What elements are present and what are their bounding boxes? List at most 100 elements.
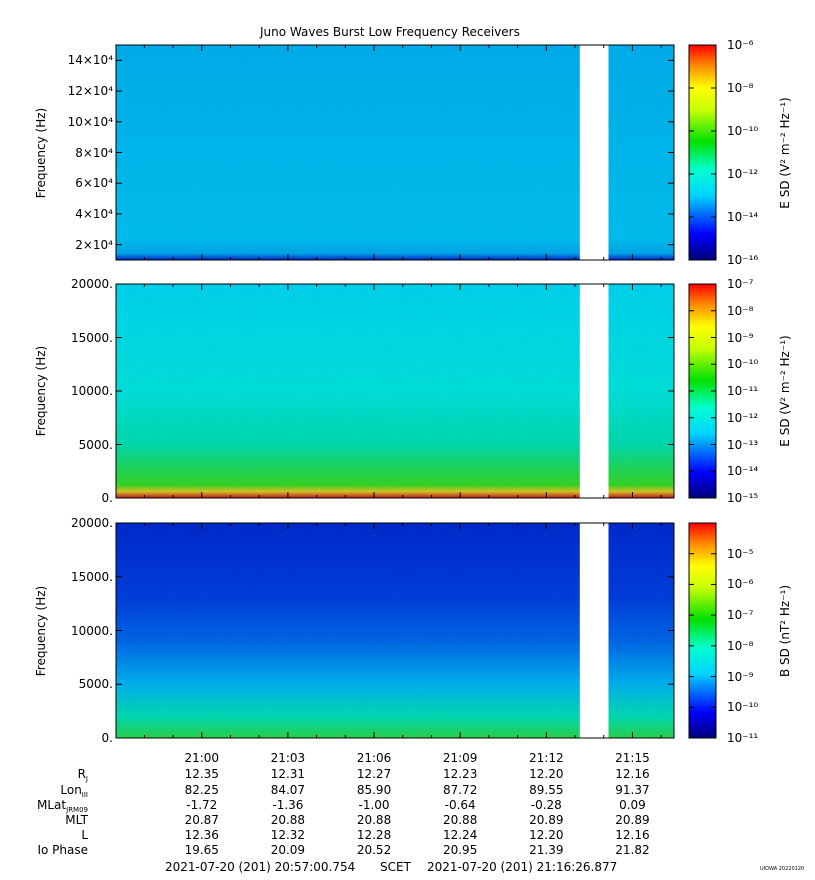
colorbar-tick-label-bottom: 10⁻⁸: [727, 638, 754, 653]
ephemeris-value: -0.28: [530, 798, 562, 812]
y-tick-label-middle: 5000.: [78, 437, 113, 452]
y-tick-label-bottom: 10000.: [71, 623, 113, 638]
data-gap-top: [579, 45, 609, 260]
y-tick-label-bottom: 20000.: [71, 516, 113, 530]
colorbar-tick-label-middle: 10⁻⁸: [727, 303, 754, 318]
ephemeris-value: 21.39: [529, 843, 564, 857]
x-tick-label: 21:00: [184, 751, 220, 765]
chart-title: Juno Waves Burst Low Frequency Receivers: [260, 25, 520, 39]
colorbar-tick-label-bottom: 10⁻⁷: [727, 608, 754, 623]
x-tick-label: 21:12: [529, 751, 564, 765]
ephemeris-value: 12.36: [184, 828, 219, 842]
footer-stamp: UIOWA 20220120: [760, 866, 805, 872]
ephemeris-value: 20.89: [529, 813, 564, 827]
y-tick-label-top: 8×10⁴: [75, 145, 113, 160]
ephemeris-value: 12.20: [529, 828, 564, 842]
ephemeris-value: 12.16: [615, 767, 650, 781]
ephemeris-value: 85.90: [356, 783, 392, 797]
colorbar-tick-label-middle: 10⁻¹⁵: [727, 491, 759, 505]
colorbar-tick-label-bottom: 10⁻⁶: [727, 577, 754, 592]
y-tick-label-middle: 15000.: [71, 330, 113, 345]
y-tick-label-top: 10×10⁴: [67, 114, 113, 129]
colorbar-top: [689, 45, 716, 260]
y-tick-label-top: 4×10⁴: [75, 206, 113, 221]
colorbar-tick-label-top: 10⁻⁸: [727, 81, 754, 95]
colorbar-tick-label-top: 10⁻⁶: [727, 38, 754, 52]
y-tick-label-middle: 10000.: [71, 384, 113, 398]
x-tick-label: 21:09: [442, 751, 478, 765]
ephemeris-label-mlt: MLT: [65, 813, 88, 827]
ephemeris-value: 12.23: [442, 767, 478, 781]
ephemeris-value: 12.24: [442, 828, 478, 842]
ephemeris-value: 91.37: [615, 783, 650, 797]
ephemeris-value: 19.65: [184, 843, 219, 857]
colorbar-label-middle: E SD (V² m⁻² Hz⁻¹): [778, 335, 792, 447]
ephemeris-value: 12.16: [615, 828, 650, 842]
ephemeris-value: 21.82: [615, 843, 650, 857]
ephemeris-value: -1.36: [272, 798, 304, 812]
ephemeris-label-mlat: MLatJRM09: [37, 798, 88, 814]
ephemeris-value: -1.00: [358, 798, 390, 812]
colorbar-frame-bottom: [688, 522, 717, 739]
ephemeris-value: 89.55: [529, 783, 564, 797]
colorbar-tick-label-top: 10⁻¹⁴: [727, 210, 759, 224]
y-tick-label-top: 2×10⁴: [75, 237, 113, 252]
ephemeris-value: -1.72: [186, 798, 218, 812]
colorbar-tick-label-bottom: 10⁻¹⁰: [727, 700, 759, 715]
colorbar-tick-label-top: 10⁻¹²: [727, 167, 759, 181]
y-tick-label-top: 12×10⁴: [67, 84, 113, 99]
ephemeris-value: 20.89: [615, 813, 650, 827]
y-axis-label-middle: Frequency (Hz): [34, 345, 48, 437]
ephemeris-value: 12.32: [270, 828, 306, 842]
colorbar-tick-label-middle: 10⁻¹⁴: [727, 464, 759, 479]
colorbar-tick-label-middle: 10⁻¹³: [727, 437, 759, 452]
ephemeris-label-rj: RJ: [77, 767, 88, 783]
footer-start-time: 2021-07-20 (201) 20:57:00.754: [165, 860, 356, 874]
ephemeris-label-l: L: [81, 828, 88, 842]
footer-scet: SCET: [380, 860, 411, 874]
y-tick-label-bottom: 0.: [101, 731, 113, 745]
colorbar-tick-label-middle: 10⁻¹⁰: [727, 357, 759, 372]
colorbar-tick-label-middle: 10⁻⁹: [727, 330, 754, 345]
colorbar-label-bottom: B SD (nT² Hz⁻¹): [778, 584, 792, 677]
colorbar-tick-label-middle: 10⁻¹²: [727, 410, 759, 425]
footer-end-time: 2021-07-20 (201) 21:16:26.877: [427, 860, 618, 874]
colorbar-tick-label-top: 10⁻¹⁰: [727, 124, 759, 138]
colorbar-bottom: [689, 523, 716, 738]
y-axis-label-bottom: Frequency (Hz): [34, 585, 48, 676]
x-tick-label: 21:03: [270, 751, 306, 765]
y-axis-label-top: Frequency (Hz): [34, 107, 48, 198]
colorbar-frame-top: [688, 44, 717, 261]
colorbar-tick-label-middle: 10⁻⁷: [727, 277, 754, 291]
colorbar-tick-label-bottom: 10⁻⁵: [727, 546, 754, 561]
ephemeris-value: 20.52: [356, 843, 392, 857]
ephemeris-value: 87.72: [442, 783, 478, 797]
ephemeris-value: 82.25: [184, 783, 219, 797]
ephemeris-value: 12.31: [270, 767, 306, 781]
ephemeris-label-io: Io Phase: [37, 843, 88, 857]
colorbar-tick-label-top: 10⁻¹⁶: [727, 253, 759, 267]
ephemeris-value: 20.09: [270, 843, 306, 857]
colorbar-tick-label-bottom: 10⁻¹¹: [727, 731, 759, 745]
data-gap-middle: [579, 284, 609, 498]
ephemeris-value: 84.07: [270, 783, 306, 797]
ephemeris-value: 20.88: [442, 813, 478, 827]
ephemeris-value: 20.95: [442, 843, 478, 857]
ephemeris-value: 20.88: [356, 813, 392, 827]
ephemeris-value: 20.88: [270, 813, 306, 827]
ephemeris-value: 12.20: [529, 767, 564, 781]
y-tick-label-top: 6×10⁴: [75, 176, 113, 191]
colorbar-tick-label-bottom: 10⁻⁹: [727, 669, 754, 684]
y-tick-label-bottom: 5000.: [78, 677, 113, 692]
ephemeris-label-lon: LonIII: [60, 783, 88, 799]
ephemeris-value: 0.09: [619, 798, 646, 812]
y-tick-label-middle: 20000.: [71, 277, 113, 291]
x-tick-label: 21:15: [615, 751, 650, 765]
data-gap-bottom: [579, 523, 609, 738]
ephemeris-value: -0.64: [444, 798, 476, 812]
ephemeris-value: 12.27: [356, 767, 392, 781]
colorbar-tick-label-middle: 10⁻¹¹: [727, 384, 759, 398]
colorbar-label-top: E SD (V² m⁻² Hz⁻¹): [778, 96, 792, 209]
ephemeris-value: 20.87: [184, 813, 219, 827]
